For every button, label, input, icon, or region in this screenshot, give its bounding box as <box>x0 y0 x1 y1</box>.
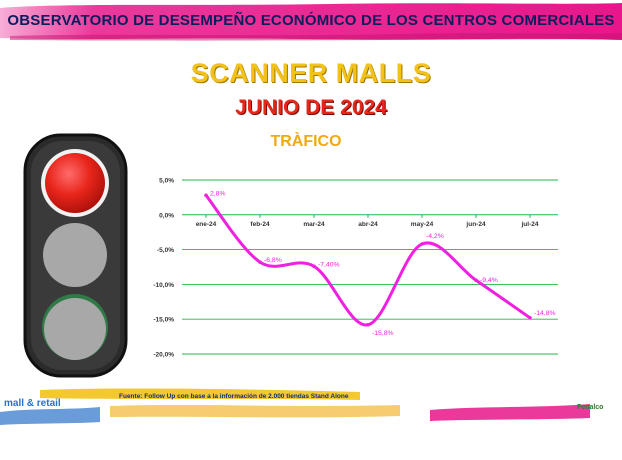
fenalco-logo: Fenalco <box>577 404 603 411</box>
mall-retail-logo-text: mall & retail <box>4 398 61 409</box>
data-point <box>312 264 316 269</box>
mall-retail-logo: mall & retail <box>4 398 61 409</box>
fenalco-logo-text: Fenalco <box>577 404 604 411</box>
y-tick-label: 0,0% <box>159 212 174 219</box>
banner-title: OBSERVATORIO DE DESEMPEÑO ECONÓMICO DE L… <box>7 12 615 29</box>
traffic-light-yellow <box>43 223 107 287</box>
data-label: -14,8% <box>534 310 556 317</box>
data-label: -7,40% <box>318 261 340 268</box>
source-note: Fuente: Follow Up con base a la informac… <box>119 393 349 400</box>
data-label: -15,8% <box>372 330 394 337</box>
data-label: -6,8% <box>264 257 282 264</box>
data-label: 2,8% <box>210 190 226 197</box>
y-tick-label: 5,0% <box>159 178 174 185</box>
y-tick-label: -5,0% <box>157 247 174 254</box>
data-label: -9,4% <box>480 277 498 284</box>
x-tick-label: feb-24 <box>250 221 270 228</box>
top-banner <box>0 3 622 41</box>
y-tick-label: -15,0% <box>153 317 174 324</box>
x-tick-label: ene-24 <box>196 221 217 228</box>
data-point <box>258 260 262 264</box>
data-point <box>528 316 532 320</box>
y-tick-label: -20,0% <box>153 352 174 359</box>
y-tick-label: -10,0% <box>153 282 174 289</box>
data-point <box>420 242 424 246</box>
data-point <box>474 278 478 283</box>
x-tick-label: jul-24 <box>521 221 539 228</box>
bottom-band <box>0 388 590 425</box>
x-tick-label: jun-24 <box>465 221 486 228</box>
x-tick-label: mar-24 <box>303 221 325 228</box>
traffic-light <box>23 133 128 378</box>
traffic-line-chart: 5,0% 0,0% -5,0% -10,0% -15,0% -20,0% ene-24 feb… <box>153 178 558 359</box>
main-title: SCANNER MALLS <box>190 58 432 88</box>
x-tick-label: may-24 <box>411 221 434 228</box>
data-point <box>204 193 208 198</box>
data-point <box>366 322 370 327</box>
x-tick-label: abr-24 <box>358 221 378 228</box>
chart-title: TRÀFICO <box>270 133 342 150</box>
sub-title: JUNIO DE 2024 <box>235 96 387 119</box>
data-label: -4,2% <box>426 233 444 240</box>
